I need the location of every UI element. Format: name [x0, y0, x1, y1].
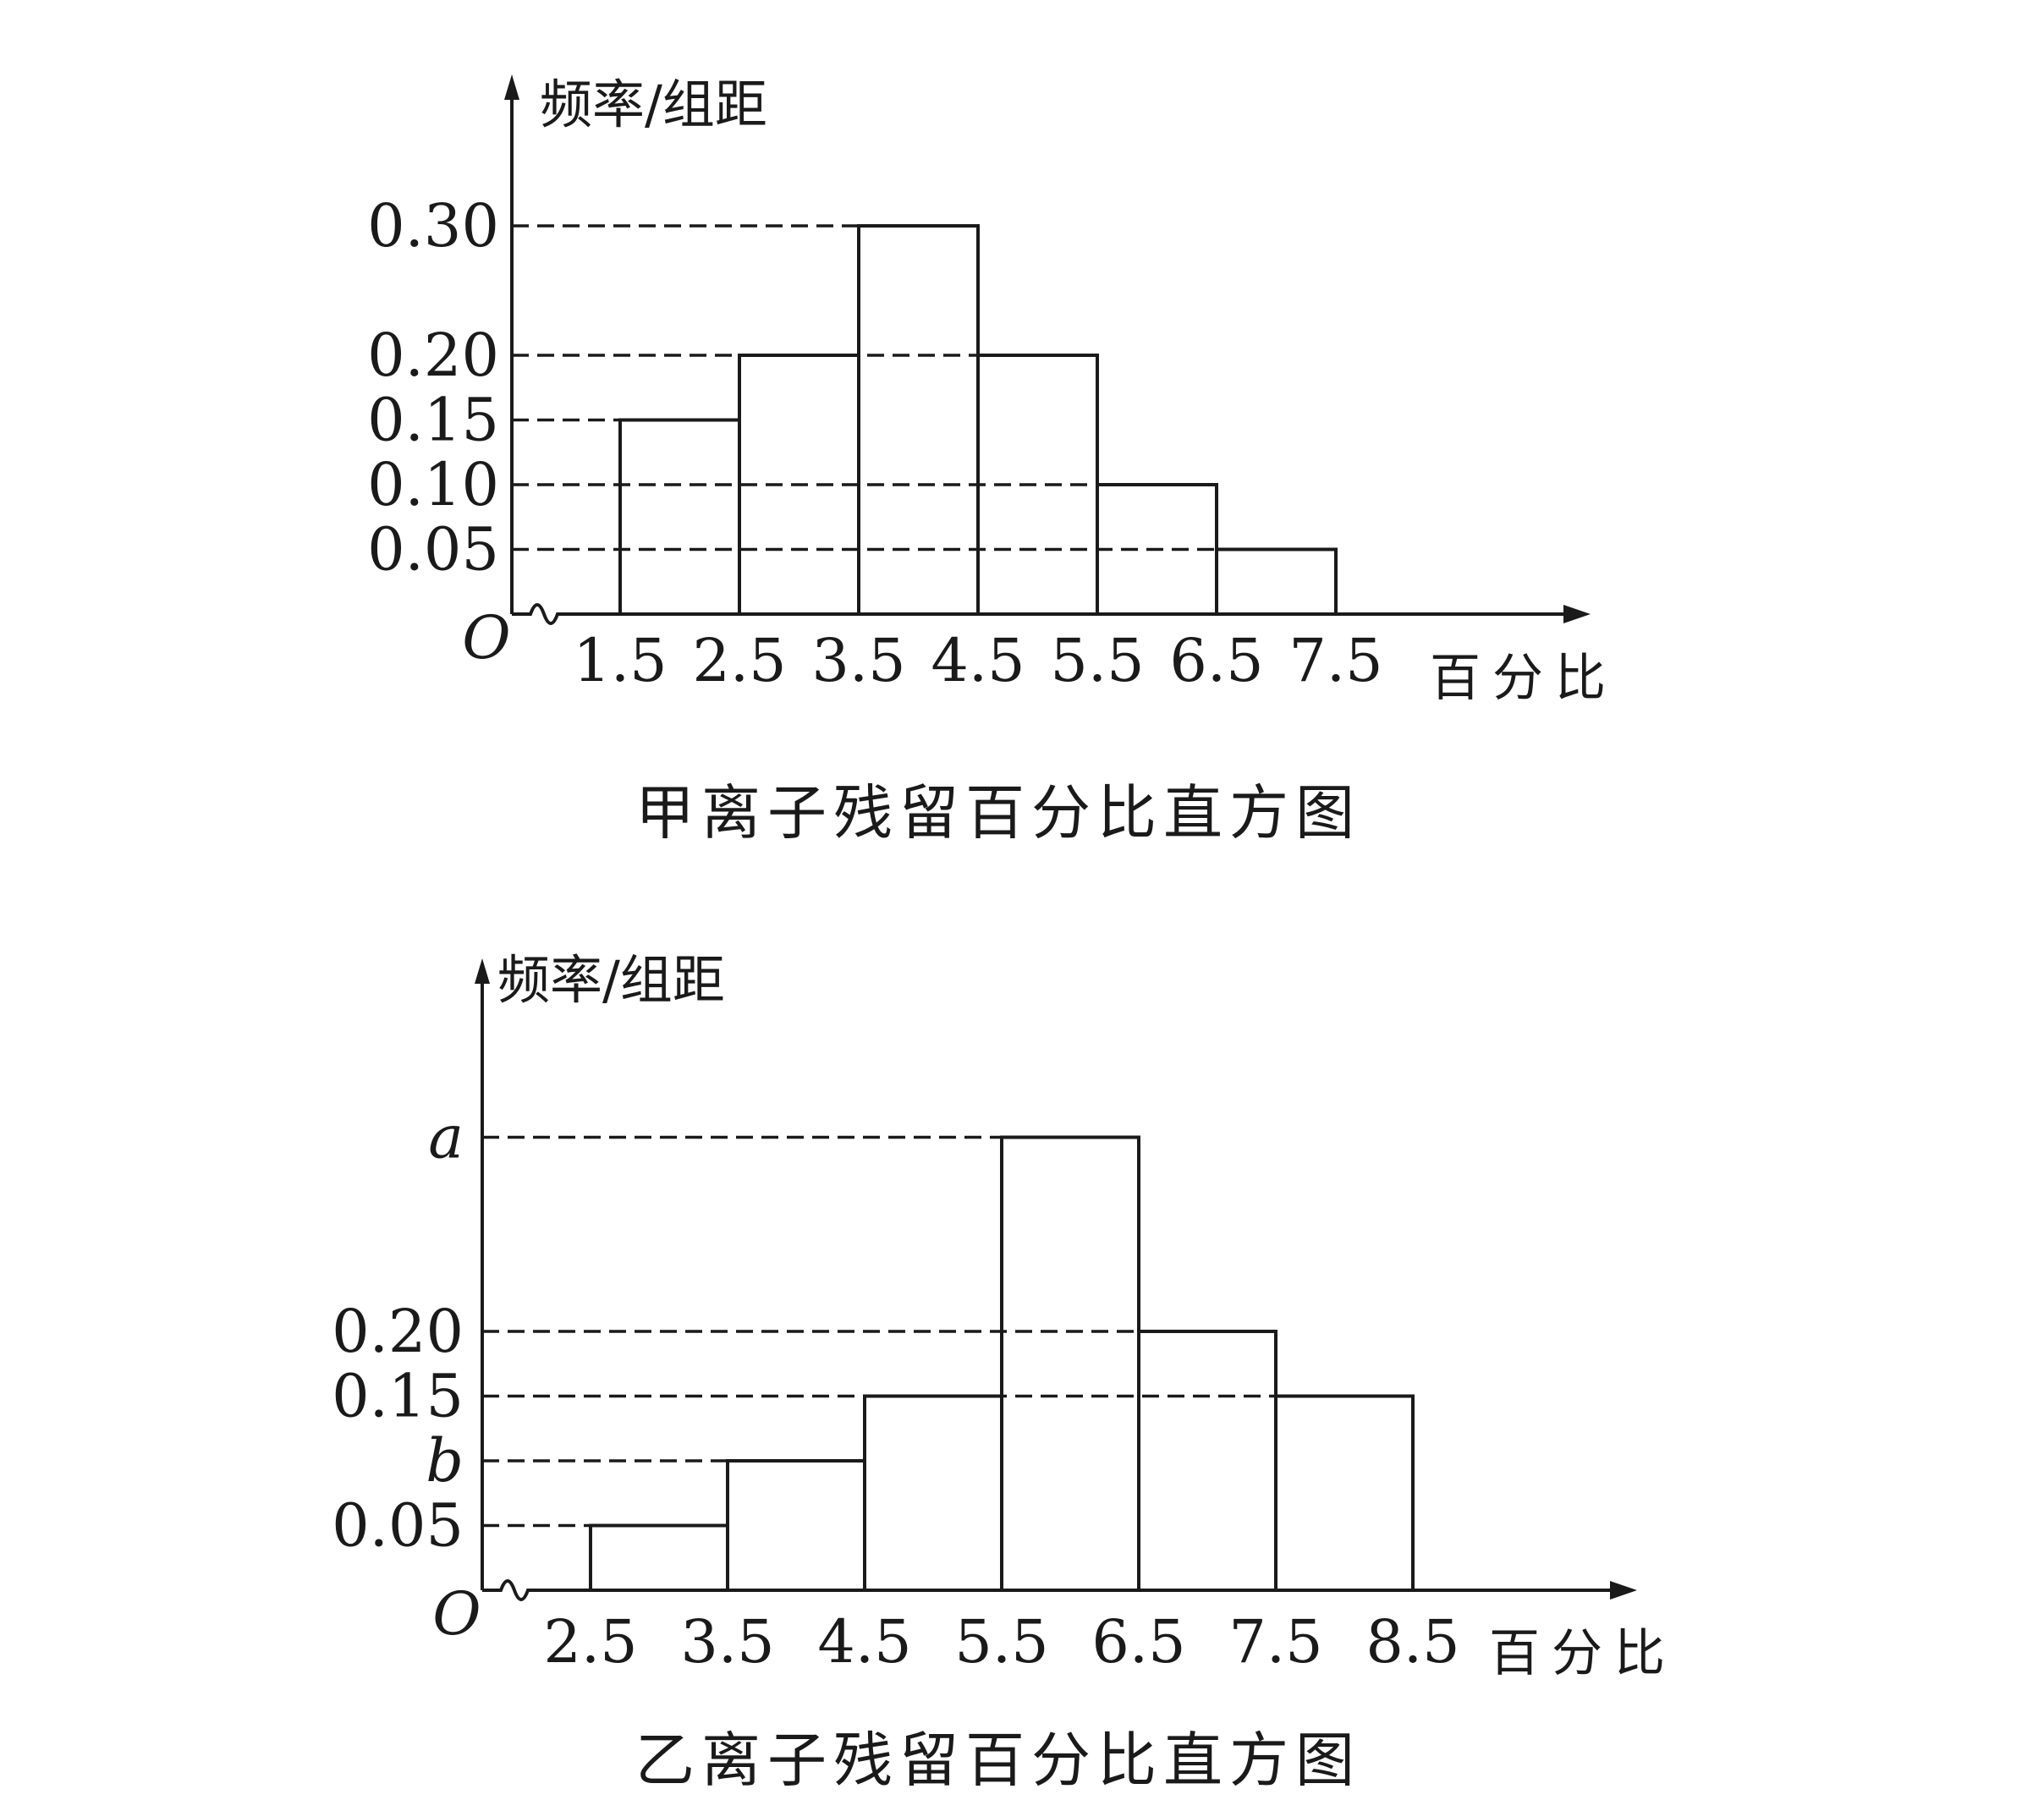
histogram-bar — [1215, 547, 1338, 616]
x-tick-label: 1.5 — [573, 626, 667, 695]
histogram-bar — [726, 1459, 866, 1592]
y-tick-label: 0.20 — [367, 321, 499, 390]
x-tick-label: 2.5 — [543, 1607, 637, 1677]
y-tick-label: 0.30 — [367, 191, 499, 261]
y-axis-arrow — [504, 74, 519, 100]
x-tick-label: 6.5 — [1169, 626, 1263, 695]
y-tick-label: 0.20 — [332, 1297, 464, 1366]
histogram-bar — [589, 1523, 729, 1592]
x-axis-label: 百分比 — [1489, 1624, 1677, 1683]
histogram-bar — [1000, 1135, 1140, 1592]
x-axis-arrow — [1610, 1581, 1637, 1600]
x-axis — [512, 603, 1574, 625]
y-axis-label: 频率/组距 — [540, 74, 767, 135]
y-tick-label: 0.15 — [367, 386, 499, 455]
histogram-bar — [618, 418, 741, 616]
histogram-bar — [857, 224, 980, 616]
x-tick-label: 4.5 — [817, 1607, 911, 1677]
y-axis-label: 频率/组距 — [497, 949, 725, 1011]
x-tick-label: 7.5 — [1228, 1607, 1322, 1677]
x-tick-label: 5.5 — [954, 1607, 1048, 1677]
x-tick-label: 3.5 — [680, 1607, 774, 1677]
x-axis-label: 百分比 — [1430, 649, 1618, 708]
y-tick-label: 0.10 — [367, 450, 499, 519]
x-tick-label: 3.5 — [811, 626, 905, 695]
x-axis-arrow — [1563, 605, 1591, 623]
y-tick-label: 0.15 — [332, 1362, 464, 1431]
x-tick-label: 5.5 — [1050, 626, 1144, 695]
histogram-bar — [1274, 1394, 1415, 1592]
y-tick-label: b — [426, 1426, 464, 1495]
y-tick-label: a — [428, 1103, 464, 1172]
histogram-bar — [1137, 1330, 1278, 1592]
y-tick-label: 0.05 — [332, 1491, 464, 1561]
chart-title: 乙离子残留百分比直方图 — [635, 1726, 1361, 1795]
x-axis — [482, 1579, 1620, 1601]
x-tick-label: 2.5 — [692, 626, 786, 695]
x-tick-label: 4.5 — [931, 626, 1025, 695]
x-tick-label: 8.5 — [1365, 1607, 1459, 1677]
origin-label: O — [432, 1579, 481, 1649]
chart-title: 甲离子残留百分比直方图 — [635, 778, 1361, 848]
x-tick-label: 6.5 — [1091, 1607, 1185, 1677]
x-tick-label: 7.5 — [1288, 626, 1382, 695]
y-axis-arrow — [475, 958, 490, 984]
origin-label: O — [462, 603, 510, 672]
chart-1: 0.050.100.150.20 0.30 1.5 2.5 3.5 4.5 5.5 6.5 7.… — [367, 74, 1618, 848]
y-tick-label: 0.05 — [367, 515, 499, 584]
histogram-bar — [863, 1394, 1003, 1592]
